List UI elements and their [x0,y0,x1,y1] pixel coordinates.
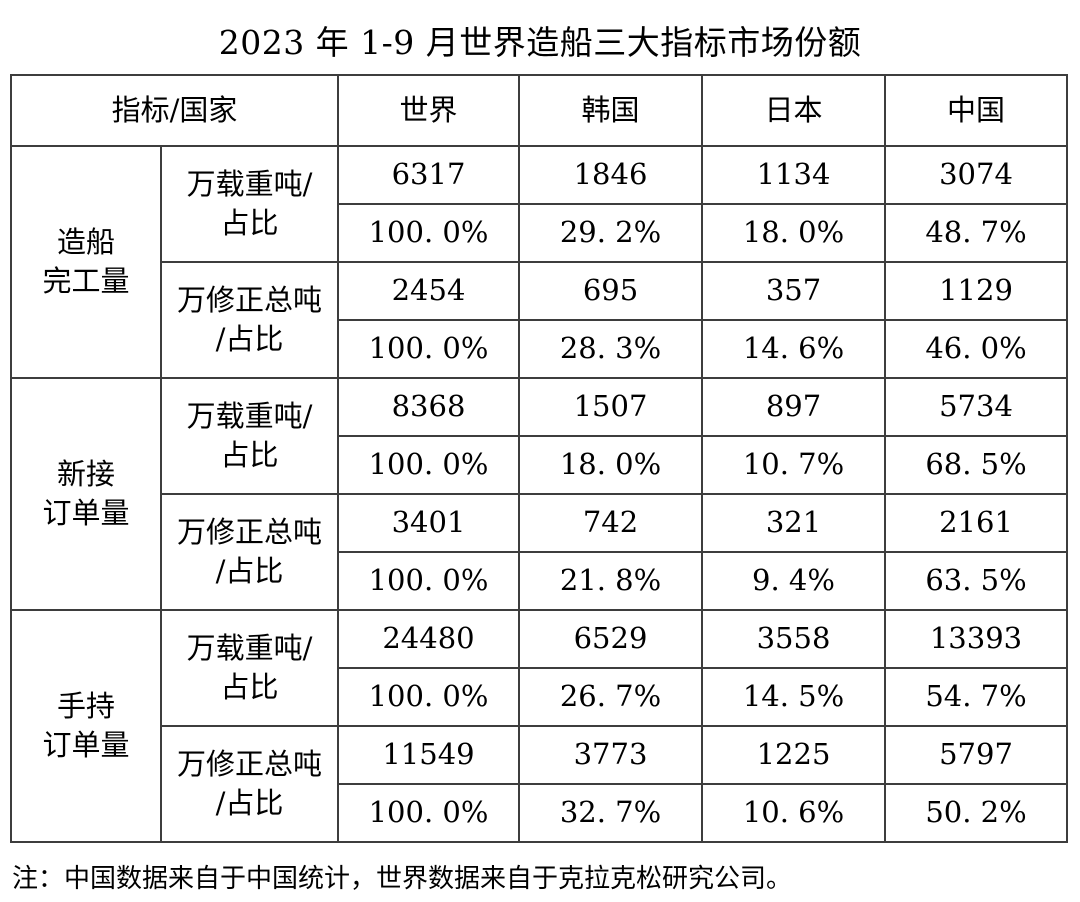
value-cell: 695 [518,261,703,321]
share-cell: 28. 3% [518,319,703,379]
metric-label-cgt: 万修正总吨 /占比 [160,493,339,611]
value-cell: 1134 [701,145,886,205]
value-cell: 321 [701,493,886,553]
table-row: 万修正总吨 /占比 11549 3773 1225 5797 [11,725,1068,843]
header-col-japan: 日本 [701,74,886,147]
value-cell: 13393 [884,609,1068,669]
value-cell: 2161 [884,493,1068,553]
table-row: 100. 0% 21. 8% 9. 4% 63. 5% [11,551,1068,611]
share-cell: 29. 2% [518,203,703,263]
shipbuilding-share-table: 指标/国家 世界 韩国 日本 中国 造船 完工量 万载重吨/ 占比 6317 1… [10,74,1068,843]
share-cell: 14. 5% [701,667,886,727]
value-cell: 1129 [884,261,1068,321]
value-cell: 5797 [884,725,1068,785]
group-label-orderbook: 手持 订单量 [10,609,162,843]
value-cell: 1225 [701,725,886,785]
table-row: 100. 0% 18. 0% 10. 7% 68. 5% [11,435,1068,495]
share-cell: 10. 6% [701,783,886,843]
value-cell: 3558 [701,609,886,669]
share-cell: 48. 7% [884,203,1068,263]
share-cell: 100. 0% [337,435,520,495]
share-cell: 26. 7% [518,667,703,727]
share-cell: 9. 4% [701,551,886,611]
value-cell: 742 [518,493,703,553]
share-cell: 32. 7% [518,783,703,843]
value-cell: 8368 [337,377,520,437]
metric-label-dwt: 万载重吨/ 占比 [160,609,339,727]
value-cell: 1507 [518,377,703,437]
value-cell: 3773 [518,725,703,785]
table-row: 万修正总吨 /占比 2454 695 357 1129 [11,261,1068,379]
metric-label-cgt: 万修正总吨 /占比 [160,261,339,379]
header-col-world: 世界 [337,74,520,147]
table-header-row: 指标/国家 世界 韩国 日本 中国 [10,74,1068,147]
share-cell: 100. 0% [337,203,520,263]
value-cell: 357 [701,261,886,321]
table-row: 万修正总吨 /占比 3401 742 321 2161 [11,493,1068,611]
group-label-completions: 造船 完工量 [10,145,162,379]
share-cell: 100. 0% [337,319,520,379]
share-cell: 21. 8% [518,551,703,611]
value-cell: 3074 [884,145,1068,205]
table-row: 100. 0% 26. 7% 14. 5% 54. 7% [11,667,1068,727]
value-cell: 5734 [884,377,1068,437]
footnote: 注：中国数据来自于中国统计，世界数据来自于克拉克松研究公司。 [12,864,793,894]
value-cell: 3401 [337,493,520,553]
metric-label-cgt: 万修正总吨 /占比 [160,725,339,843]
share-cell: 100. 0% [337,667,520,727]
value-cell: 897 [701,377,886,437]
value-cell: 6317 [337,145,520,205]
table-row: 100. 0% 32. 7% 10. 6% 50. 2% [11,783,1068,843]
metric-label-dwt: 万载重吨/ 占比 [160,377,339,495]
header-col-korea: 韩国 [518,74,703,147]
metric-label-dwt: 万载重吨/ 占比 [160,145,339,263]
share-cell: 63. 5% [884,551,1068,611]
share-cell: 14. 6% [701,319,886,379]
table-row: 造船 完工量 万载重吨/ 占比 6317 1846 1134 3074 [10,145,1068,379]
share-cell: 18. 0% [701,203,886,263]
header-corner: 指标/国家 [10,74,339,147]
group-label-new-orders: 新接 订单量 [10,377,162,611]
share-cell: 100. 0% [337,551,520,611]
value-cell: 1846 [518,145,703,205]
share-cell: 46. 0% [884,319,1068,379]
share-cell: 10. 7% [701,435,886,495]
value-cell: 24480 [337,609,520,669]
table-row: 新接 订单量 万载重吨/ 占比 8368 1507 897 5734 [10,377,1068,611]
share-cell: 100. 0% [337,783,520,843]
share-cell: 68. 5% [884,435,1068,495]
header-col-china: 中国 [884,74,1068,147]
table-row: 手持 订单量 万载重吨/ 占比 24480 6529 3558 13393 [10,609,1068,843]
share-cell: 18. 0% [518,435,703,495]
share-cell: 54. 7% [884,667,1068,727]
table-row: 100. 0% 29. 2% 18. 0% 48. 7% [11,203,1068,263]
value-cell: 6529 [518,609,703,669]
value-cell: 2454 [337,261,520,321]
page-title: 2023 年 1-9 月世界造船三大指标市场份额 [218,23,862,62]
table-row: 100. 0% 28. 3% 14. 6% 46. 0% [11,319,1068,379]
share-cell: 50. 2% [884,783,1068,843]
value-cell: 11549 [337,725,520,785]
